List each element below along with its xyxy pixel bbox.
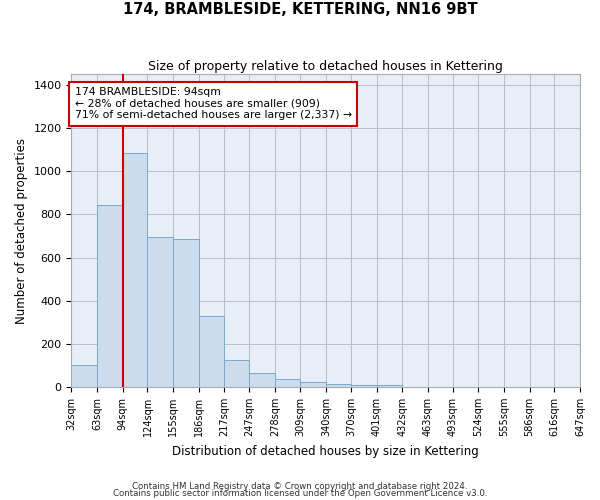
Bar <box>71 366 97 387</box>
Bar <box>249 373 275 387</box>
Bar <box>377 385 402 387</box>
Bar <box>173 239 199 387</box>
Bar <box>351 385 377 387</box>
Text: Contains public sector information licensed under the Open Government Licence v3: Contains public sector information licen… <box>113 490 487 498</box>
Title: Size of property relative to detached houses in Kettering: Size of property relative to detached ho… <box>148 60 503 73</box>
Bar <box>122 153 148 387</box>
Bar <box>301 382 326 387</box>
Text: Contains HM Land Registry data © Crown copyright and database right 2024.: Contains HM Land Registry data © Crown c… <box>132 482 468 491</box>
Bar <box>97 204 122 387</box>
Bar <box>224 360 249 387</box>
Bar <box>148 237 173 387</box>
X-axis label: Distribution of detached houses by size in Kettering: Distribution of detached houses by size … <box>172 444 479 458</box>
Bar <box>275 380 301 387</box>
Bar <box>326 384 351 387</box>
Bar <box>199 316 224 387</box>
Y-axis label: Number of detached properties: Number of detached properties <box>15 138 28 324</box>
Text: 174, BRAMBLESIDE, KETTERING, NN16 9BT: 174, BRAMBLESIDE, KETTERING, NN16 9BT <box>122 2 478 18</box>
Text: 174 BRAMBLESIDE: 94sqm
← 28% of detached houses are smaller (909)
71% of semi-de: 174 BRAMBLESIDE: 94sqm ← 28% of detached… <box>75 87 352 120</box>
